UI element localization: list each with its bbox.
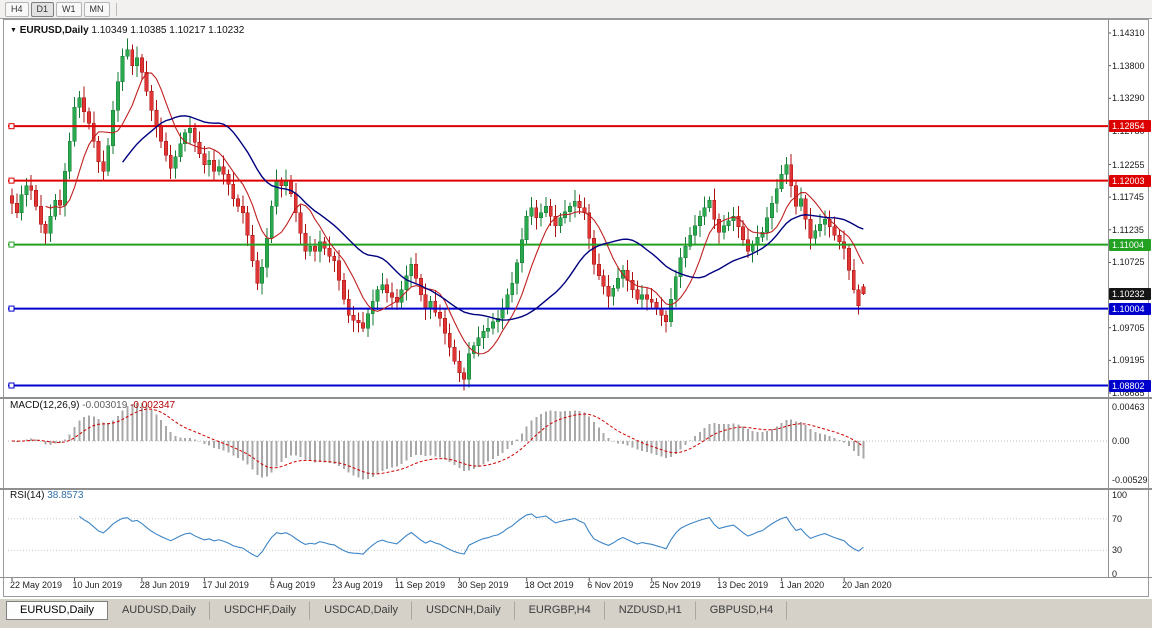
macd-signal-line xyxy=(11,408,864,475)
panel-separator-macd[interactable] xyxy=(0,397,1152,399)
line-anchor-icon[interactable] xyxy=(8,305,15,312)
date-label: 5 Aug 2019 xyxy=(269,580,316,590)
rsi-scale-label: 70 xyxy=(1112,513,1123,524)
ma-8-line xyxy=(45,72,864,355)
rsi-scale-label: 0 xyxy=(1112,569,1118,579)
price-tick-label: 1.14310 xyxy=(1112,28,1145,38)
timeframe-button-w1[interactable]: W1 xyxy=(56,1,82,17)
price-tick-label: 1.11235 xyxy=(1112,224,1144,235)
price-tick-label: 1.13290 xyxy=(1112,93,1145,104)
chart-tab-eurusd[interactable]: EURUSD,Daily xyxy=(6,601,108,620)
date-label: 10 Jun 2019 xyxy=(72,580,123,590)
rsi-label: RSI(14) 38.8573 xyxy=(10,490,83,501)
macd-scale-label: 0.00 xyxy=(1112,436,1130,446)
macd-scale-label: 0.00463 xyxy=(1112,402,1145,413)
price-tick-label: 1.13800 xyxy=(1112,60,1145,71)
chart-tabs-bar: EURUSD,Daily AUDUSD,Daily USDCHF,Daily USDC… xyxy=(0,598,1152,628)
price-level-label-1.08802: 1.08802 xyxy=(1109,379,1151,392)
price-tick-label: 1.11745 xyxy=(1112,192,1144,203)
chart-tab-eurgbp[interactable]: EURGBP,H4 xyxy=(515,601,605,620)
rsi-value: 38.8573 xyxy=(47,490,84,501)
current-price-label: 1.10232 xyxy=(1109,287,1151,300)
chart-canvas[interactable] xyxy=(0,0,1152,598)
chart-tab-usdcad[interactable]: USDCAD,Daily xyxy=(310,601,413,620)
macd-histogram xyxy=(15,403,865,480)
date-label: 6 Nov 2019 xyxy=(587,580,634,590)
macd-label: MACD(12,26,9) -0.003019 -0.002347 xyxy=(10,400,175,411)
date-label: 30 Sep 2019 xyxy=(457,580,509,590)
chart-ohlc-values: 1.10349 1.10385 1.10217 1.10232 xyxy=(91,25,245,36)
line-anchor-icon[interactable] xyxy=(8,382,15,389)
chart-tab-audusd[interactable]: AUDUSD,Daily xyxy=(108,601,210,620)
chart-symbol-label: EURUSD,Daily xyxy=(19,25,89,36)
chart-tab-usdcnh[interactable]: USDCNH,Daily xyxy=(412,601,515,620)
price-level-label-1.10004: 1.10004 xyxy=(1109,302,1151,315)
timeframe-toolbar: H4 D1 W1 MN xyxy=(0,0,1152,19)
chart-title: ▼ EURUSD,Daily 1.10349 1.10385 1.10217 1… xyxy=(10,25,244,36)
date-label: 17 Jul 2019 xyxy=(202,580,249,590)
price-scale-border xyxy=(1108,19,1109,577)
macd-signal-value: -0.002347 xyxy=(130,400,176,411)
timeframe-button-d1[interactable]: D1 xyxy=(30,1,55,17)
toolbar-separator xyxy=(115,2,117,16)
time-axis-line xyxy=(0,577,1152,578)
date-label: 23 Aug 2019 xyxy=(332,580,383,590)
chart-dropdown-icon[interactable]: ▼ xyxy=(10,27,17,34)
date-label: 11 Sep 2019 xyxy=(394,580,446,590)
price-tick-label: 1.12255 xyxy=(1112,159,1145,170)
date-label: 1 Jan 2020 xyxy=(779,580,825,590)
rsi-line xyxy=(79,513,864,558)
ma-24-line xyxy=(122,115,864,321)
chart-tab-usdchf[interactable]: USDCHF,Daily xyxy=(210,601,311,620)
time-scale[interactable]: 22 May 2019 10 Jun 2019 28 Jun 2019 17 Jul … xyxy=(0,578,1108,596)
macd-name: MACD(12,26,9) xyxy=(10,400,80,411)
macd-scale-label: -0.00529 xyxy=(1112,474,1148,485)
date-label: 20 Jan 2020 xyxy=(842,580,892,590)
timeframe-button-h4[interactable]: H4 xyxy=(5,1,29,17)
price-level-label-1.12003: 1.12003 xyxy=(1109,174,1151,187)
line-anchor-icon[interactable] xyxy=(8,123,15,130)
panel-separator-rsi[interactable] xyxy=(0,488,1152,490)
candlestick-series xyxy=(10,38,866,391)
price-level-label-1.11004: 1.11004 xyxy=(1109,238,1151,251)
price-level-label-1.12854: 1.12854 xyxy=(1109,120,1151,133)
date-label: 18 Oct 2019 xyxy=(524,580,574,590)
price-tick-label: 1.09195 xyxy=(1112,355,1145,366)
macd-main-value: -0.003019 xyxy=(82,400,128,411)
line-anchor-icon[interactable] xyxy=(8,177,15,184)
date-label: 28 Jun 2019 xyxy=(139,580,190,590)
rsi-scale-label: 100 xyxy=(1112,490,1128,500)
chart-tab-nzdusd[interactable]: NZDUSD,H1 xyxy=(605,601,696,620)
rsi-name: RSI(14) xyxy=(10,490,45,501)
price-tick-label: 1.09705 xyxy=(1112,322,1145,333)
price-tick-label: 1.08685 xyxy=(1112,388,1145,398)
rsi-scale-label: 30 xyxy=(1112,545,1123,556)
date-label: 22 May 2019 xyxy=(10,580,63,590)
price-tick-label: 1.10725 xyxy=(1112,257,1145,268)
date-label: 25 Nov 2019 xyxy=(649,580,701,590)
chart-tab-gbpusd[interactable]: GBPUSD,H4 xyxy=(696,601,788,620)
line-anchor-icon[interactable] xyxy=(8,241,15,248)
timeframe-button-mn[interactable]: MN xyxy=(83,1,110,17)
date-label: 13 Dec 2019 xyxy=(717,580,769,590)
price-scale[interactable]: 1.143101.138001.132901.127801.122551.117… xyxy=(1108,19,1152,579)
